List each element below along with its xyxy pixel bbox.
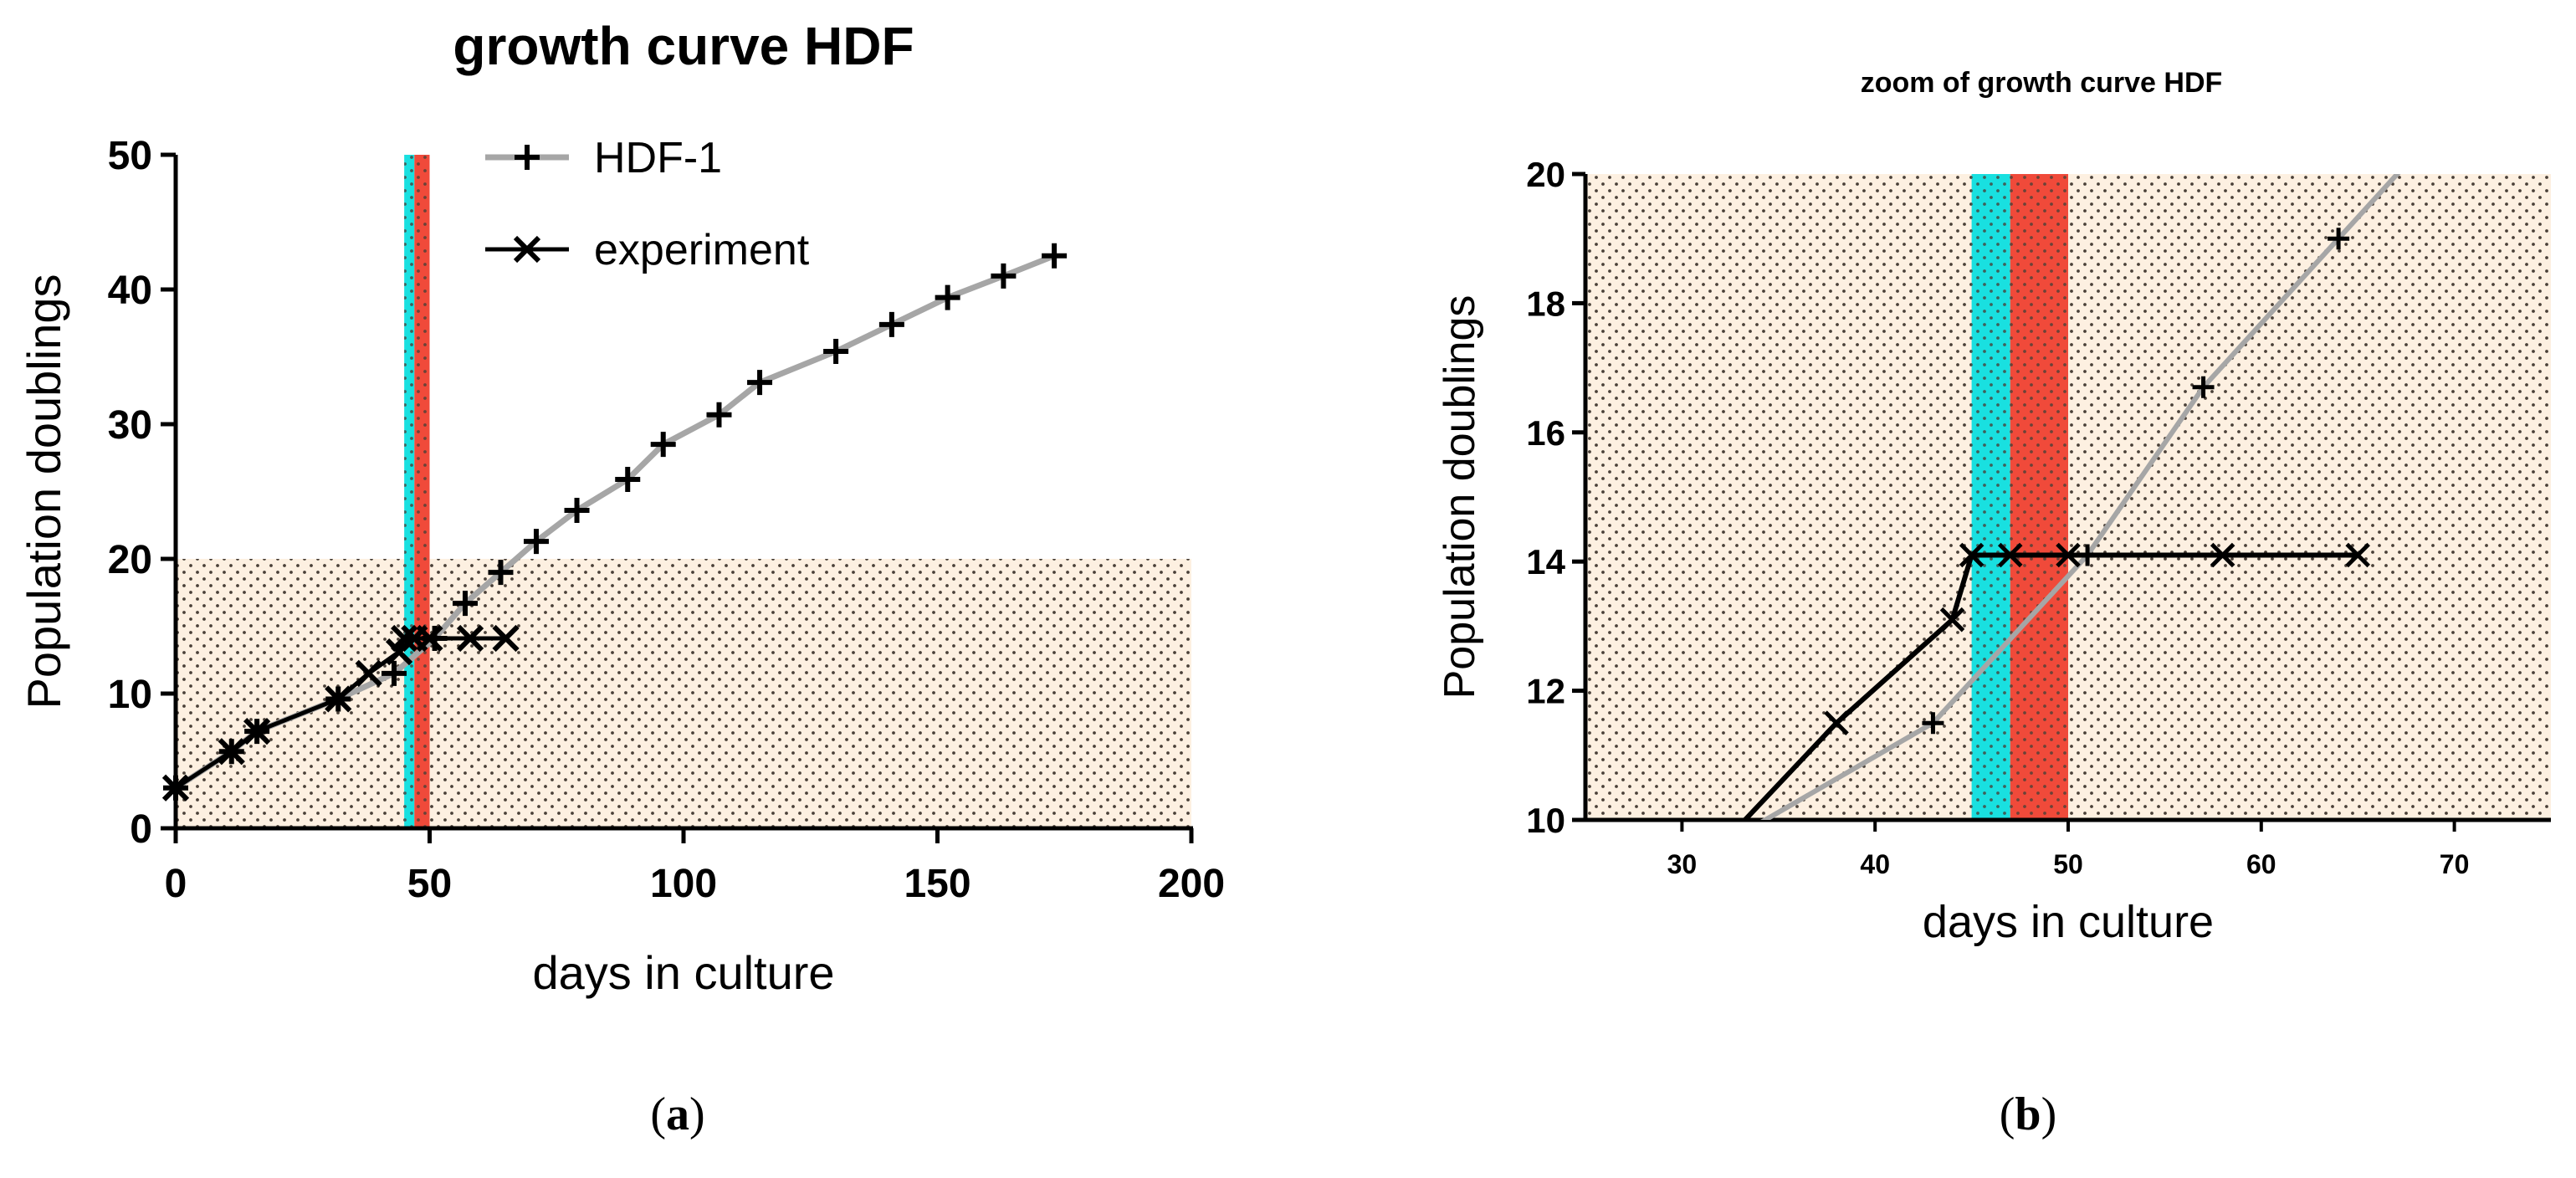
legend: HDF-1 experiment xyxy=(485,134,810,274)
x-axis-label: days in culture xyxy=(1923,897,2214,947)
y-tick-label: 14 xyxy=(1526,542,1565,581)
plot-area: 10 12 14 16 18 20 30 40 50 60 70 days in culture Pop… xyxy=(1436,79,2551,947)
x-marker xyxy=(492,624,520,653)
x-tick-label: 60 xyxy=(2246,849,2276,879)
zoom-region-dots xyxy=(176,559,1191,828)
y-tick-label: 50 xyxy=(108,134,152,178)
chart-title: zoom of growth curve HDF xyxy=(1861,67,2223,99)
panel-caption-b: (b) xyxy=(1999,1088,2057,1140)
x-marker xyxy=(161,774,190,802)
y-tick-label: 40 xyxy=(108,269,152,313)
chart-panel-a: growth curve HDF 0 10 20 30 40 50 0 50 100 150 200… xyxy=(18,16,1225,999)
x-marker xyxy=(243,717,271,745)
y-tick-label: 0 xyxy=(130,807,152,852)
cyan-band-dots xyxy=(404,155,415,828)
plus-marker xyxy=(991,263,1017,289)
y-tick-label: 12 xyxy=(1526,672,1565,711)
legend-label-hdf1: HDF-1 xyxy=(594,134,722,182)
x-marker xyxy=(2056,542,2081,568)
plus-marker xyxy=(706,402,732,428)
plus-marker xyxy=(650,432,676,458)
x-tick-label: 50 xyxy=(407,862,452,906)
x-marker xyxy=(1824,710,1849,735)
plus-marker xyxy=(615,467,641,493)
plus-marker xyxy=(823,339,849,365)
plus-marker xyxy=(935,284,960,310)
plus-marker xyxy=(2077,544,2099,566)
plus-marker xyxy=(488,560,514,586)
x-marker xyxy=(1997,542,2023,568)
x-marker xyxy=(456,624,484,653)
y-tick-label: 16 xyxy=(1526,413,1565,453)
x-tick-label: 100 xyxy=(650,862,717,906)
red-band-dots xyxy=(414,155,430,828)
x-marker xyxy=(1939,607,1965,633)
x-tick-label: 50 xyxy=(2053,849,2083,879)
plus-marker xyxy=(1922,712,1944,735)
x-marker xyxy=(416,624,443,653)
x-tick-label: 150 xyxy=(904,862,970,906)
x-tick-label: 0 xyxy=(165,862,187,906)
experiment-line xyxy=(1741,552,2358,820)
chart-panel-b: zoom of growth curve HDF 10 12 14 16 18 20 30 4… xyxy=(1436,67,2551,947)
marker-group xyxy=(1710,79,2485,857)
x-tick-label: 30 xyxy=(1667,849,1698,879)
x-marker xyxy=(1710,835,1732,857)
y-tick-label: 10 xyxy=(1526,801,1565,840)
plus-marker xyxy=(1042,243,1068,269)
x-marker xyxy=(1959,542,1984,568)
plus-marker xyxy=(747,370,773,396)
x-marker xyxy=(325,685,352,713)
x-tick-label: 70 xyxy=(2440,849,2470,879)
x-marker xyxy=(513,235,541,264)
x-marker xyxy=(355,659,382,687)
plus-marker xyxy=(2192,376,2215,398)
plus-marker xyxy=(1710,835,1732,857)
plot-area: 0 10 20 30 40 50 0 50 100 150 200 days in culture Po… xyxy=(18,134,1225,999)
y-tick-label: 30 xyxy=(108,403,152,448)
plus-marker xyxy=(878,311,904,337)
y-axis-label: Population doublings xyxy=(1436,295,1484,699)
legend-label-experiment: experiment xyxy=(594,226,810,274)
plus-marker xyxy=(564,498,590,524)
plus-marker xyxy=(515,145,540,170)
y-axis-label: Population doublings xyxy=(18,274,70,709)
x-tick-label: 200 xyxy=(1158,862,1225,906)
plus-marker xyxy=(382,660,407,686)
panel-caption-a: (a) xyxy=(650,1088,705,1140)
series-group xyxy=(1741,174,2401,820)
x-tick-label: 40 xyxy=(1860,849,1890,879)
plus-marker xyxy=(452,591,478,617)
plus-marker xyxy=(523,529,549,555)
y-tick-label: 10 xyxy=(108,673,152,717)
hdf1-line xyxy=(1760,174,2401,820)
y-tick-label: 20 xyxy=(108,538,152,582)
x-axis-label: days in culture xyxy=(532,946,834,999)
red-band-dots xyxy=(2010,174,2068,820)
chart-title: growth curve HDF xyxy=(453,16,914,76)
y-tick-label: 20 xyxy=(1526,155,1565,194)
x-marker xyxy=(2210,542,2235,568)
x-marker xyxy=(2345,542,2370,568)
plus-marker xyxy=(2328,228,2350,250)
cyan-band-dots xyxy=(1971,174,2010,820)
x-marker xyxy=(391,624,418,653)
y-tick-label: 18 xyxy=(1526,284,1565,323)
plus-marker xyxy=(2463,79,2485,101)
x-marker xyxy=(218,738,245,766)
